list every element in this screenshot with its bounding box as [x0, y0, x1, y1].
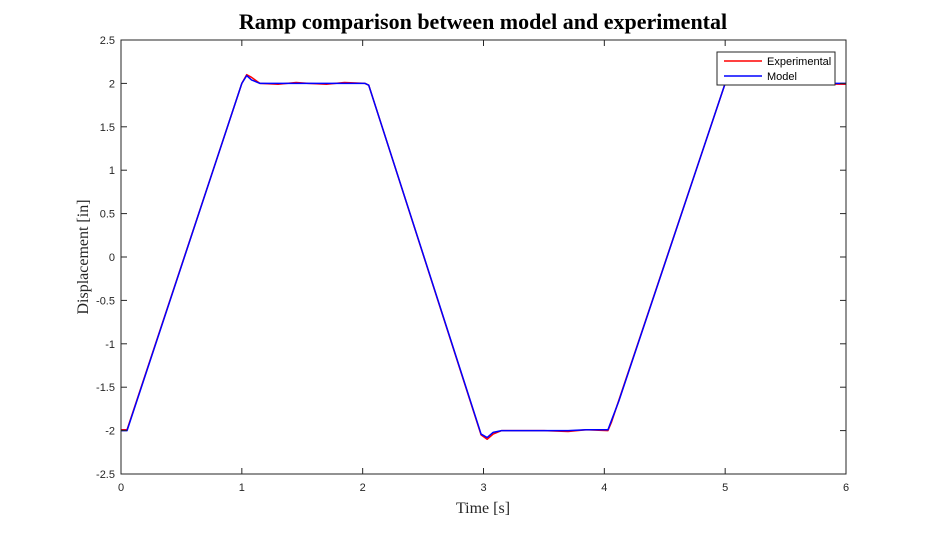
plot-area: [121, 40, 846, 474]
y-tick-label: -0.5: [96, 295, 115, 307]
x-tick-label: 1: [239, 482, 245, 494]
x-tick-label: 2: [360, 482, 366, 494]
y-tick-label: 0.5: [100, 209, 115, 221]
legend-label-experimental: Experimental: [767, 56, 831, 68]
legend[interactable]: Experimental Model: [716, 51, 836, 86]
legend-label-model: Model: [767, 71, 797, 83]
x-tick-label: 4: [601, 482, 607, 494]
y-axis-ticks: -2.5 -2 -1.5 -1 -0.5 0 0.5 1 1.5 2 2.5: [96, 35, 846, 481]
legend-box: [716, 51, 836, 86]
chart-title: Ramp comparison between model and experi…: [239, 9, 727, 34]
x-tick-label: 6: [843, 482, 849, 494]
y-tick-label: 2.5: [100, 35, 115, 47]
y-tick-label: 1.5: [100, 122, 115, 134]
x-tick-label: 3: [480, 482, 486, 494]
y-tick-label: -1: [105, 339, 115, 351]
y-tick-label: -2: [105, 426, 115, 438]
y-axis-label: Displacement [in]: [75, 199, 92, 314]
y-tick-label: 2: [109, 78, 115, 90]
x-axis-ticks: 0 1 2 3 4 5 6: [118, 40, 849, 494]
x-axis-label: Time [s]: [456, 500, 510, 517]
x-tick-label: 0: [118, 482, 124, 494]
x-tick-label: 5: [722, 482, 728, 494]
y-tick-label: 1: [109, 165, 115, 177]
y-tick-label: 0: [109, 252, 115, 264]
series-line-model: [121, 74, 846, 439]
series-layer: [121, 73, 847, 441]
y-tick-label: -1.5: [96, 382, 115, 394]
y-tick-label: -2.5: [96, 469, 115, 481]
